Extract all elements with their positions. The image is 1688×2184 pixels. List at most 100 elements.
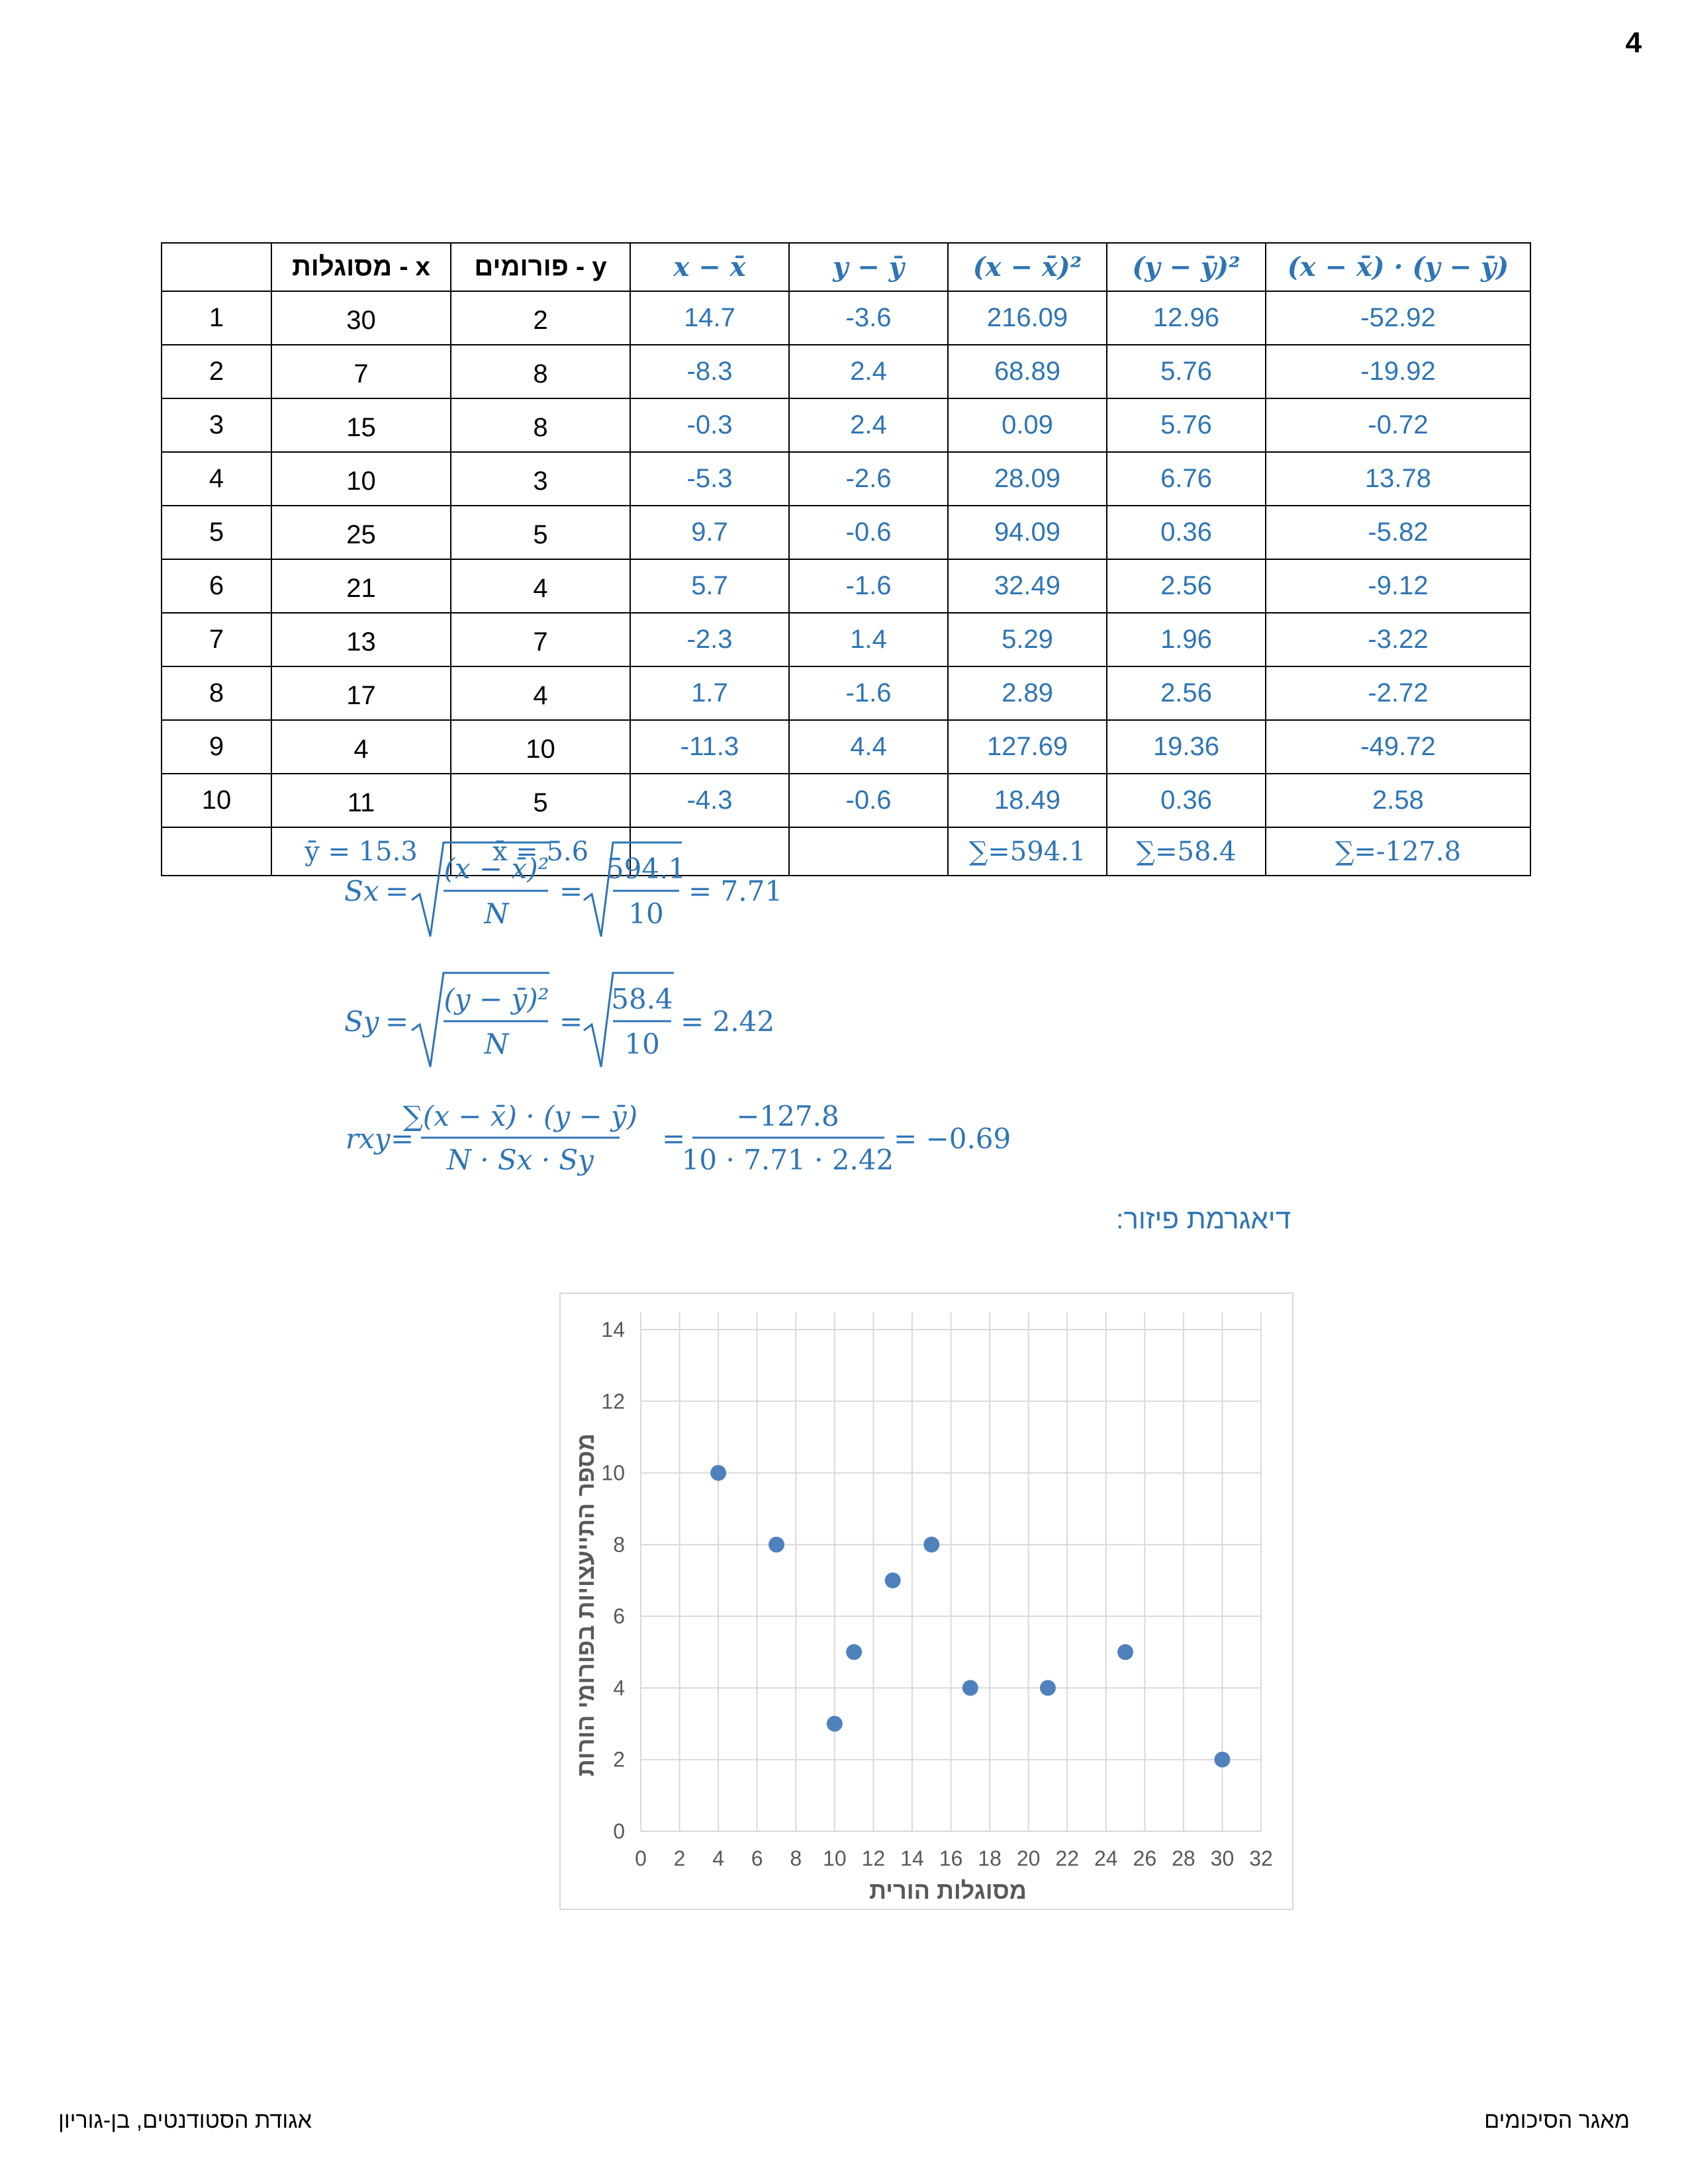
formula-rxy-result: = −0.69 — [894, 1122, 1011, 1155]
cell-y: 3 — [450, 451, 631, 506]
cell-dxdy: -52.92 — [1265, 291, 1531, 345]
x-axis-label: מסוגלות הורית — [869, 1877, 1027, 1904]
table-row: 9 4 10 -11.3 4.4 127.69 19.36 -49.72 — [161, 719, 1531, 774]
page-number: 4 — [1625, 26, 1642, 59]
cell-x: 10 — [271, 451, 451, 506]
table-row: 4 10 3 -5.3 -2.6 28.09 6.76 13.78 — [161, 451, 1531, 506]
cell-x: 7 — [271, 344, 451, 399]
cell-n: 4 — [161, 451, 272, 506]
cell-dx2: 127.69 — [947, 719, 1107, 774]
header-x: מסוגלות - x — [271, 242, 451, 292]
formula-rxy-num: ∑(x − x̄) · (y − ȳ) — [403, 1100, 637, 1132]
cell-dxdy: -19.92 — [1265, 344, 1531, 399]
x-tick-label: 14 — [900, 1846, 924, 1870]
scatter-point — [1214, 1751, 1231, 1768]
y-tick-label: 10 — [601, 1461, 625, 1485]
x-tick-label: 0 — [635, 1846, 647, 1870]
cell-y: 8 — [450, 398, 631, 453]
scatter-point — [826, 1715, 843, 1732]
cell-y: 4 — [450, 559, 631, 614]
cell-dy2: 5.76 — [1106, 398, 1266, 453]
table-summary-row: ȳ = 15.3 x̄ = 5.6 ∑=594.1 ∑=58.4 ∑=-127.… — [161, 827, 1531, 876]
svg-text:=: = — [559, 1005, 583, 1038]
y-tick-label: 12 — [601, 1389, 625, 1413]
cell-dx2: 0.09 — [947, 398, 1107, 453]
cell-dy2: 12.96 — [1106, 291, 1266, 345]
cell-dx: -5.3 — [630, 451, 790, 506]
x-tick-label: 12 — [862, 1846, 886, 1870]
formula-rxy-den: N · Sx · Sy — [446, 1144, 594, 1176]
cell-x: 13 — [271, 612, 451, 667]
formula-sx-lhs: Sx — [344, 875, 379, 907]
scatter-chart-svg: 0 2 4 6 8 10 12 14 16 18 20 22 24 26 28 30 3202468101214… — [572, 1312, 1273, 1904]
header-dxdy: (x − x̄) · (y − ȳ) — [1265, 242, 1531, 292]
svg-text:=: = — [662, 1122, 685, 1155]
cell-dy: 4.4 — [788, 719, 949, 774]
cell-n: 7 — [161, 612, 272, 667]
y-tick-label: 0 — [613, 1819, 625, 1843]
formula-sy-den: N — [484, 1028, 510, 1060]
formula-sx-result: = 7.71 — [688, 875, 782, 907]
scatter-point — [1039, 1680, 1056, 1696]
cell-x: 21 — [271, 559, 451, 614]
cell-dxdy: -9.12 — [1265, 559, 1531, 614]
header-empty — [161, 242, 272, 292]
cell-y: 4 — [450, 666, 631, 721]
x-tick-label: 18 — [978, 1846, 1002, 1870]
cell-dxdy: -5.82 — [1265, 505, 1531, 560]
header-y: פורומים - y — [450, 242, 631, 292]
formula-sx: Sx = (x − x̄)² N = 594.1 10 = 7.71 — [344, 841, 782, 937]
formula-sy-num-val: 58.4 — [611, 983, 673, 1015]
summary-sum-dxdy: ∑=-127.8 — [1265, 827, 1531, 876]
header-dy2: (y − ȳ)² — [1106, 242, 1266, 292]
summary-sum-dx2: ∑=594.1 — [947, 827, 1107, 876]
x-tick-label: 28 — [1172, 1846, 1196, 1870]
cell-dx: 1.7 — [630, 666, 790, 721]
x-tick-label: 32 — [1249, 1846, 1273, 1870]
x-tick-label: 2 — [674, 1846, 686, 1870]
cell-y: 5 — [450, 505, 631, 560]
cell-dxdy: -0.72 — [1265, 398, 1531, 453]
scatter-point — [884, 1572, 901, 1588]
cell-dx2: 94.09 — [947, 505, 1107, 560]
header-dy: y − ȳ — [788, 242, 949, 292]
scatter-title: דיאגרמת פיזור: — [1115, 1203, 1291, 1234]
x-tick-label: 6 — [751, 1846, 763, 1870]
cell-dy: 2.4 — [788, 398, 949, 453]
formula-sy-result: = 2.42 — [680, 1005, 774, 1038]
cell-n: 10 — [161, 773, 272, 828]
summary-blank-dx — [630, 827, 790, 876]
cell-dx2: 32.49 — [947, 559, 1107, 614]
table-row: 1 30 2 14.7 -3.6 216.09 12.96 -52.92 — [161, 291, 1531, 345]
cell-x: 4 — [271, 719, 451, 774]
cell-n: 9 — [161, 719, 272, 774]
y-tick-label: 14 — [601, 1318, 625, 1342]
cell-dy2: 0.36 — [1106, 505, 1266, 560]
header-dx2: (x − x̄)² — [947, 242, 1107, 292]
table-header-row: מסוגלות - x פורומים - y x − x̄ y − ȳ (x … — [161, 242, 1531, 292]
footer-right: מאגר הסיכומים — [1484, 2108, 1630, 2133]
svg-text:=: = — [559, 875, 583, 907]
x-tick-label: 4 — [712, 1846, 724, 1870]
x-tick-label: 24 — [1094, 1846, 1118, 1870]
y-tick-label: 4 — [613, 1676, 625, 1700]
cell-n: 2 — [161, 344, 272, 399]
cell-y: 8 — [450, 344, 631, 399]
cell-dx: -8.3 — [630, 344, 790, 399]
table-row: 6 21 4 5.7 -1.6 32.49 2.56 -9.12 — [161, 559, 1531, 614]
summary-blank-dy — [788, 827, 949, 876]
y-axis-label: מספר התייעצויות בפורומי הורות — [572, 1433, 599, 1776]
cell-dx: 14.7 — [630, 291, 790, 345]
formula-rxy-lhs: rxy — [346, 1122, 391, 1155]
scatter-point — [768, 1536, 784, 1553]
formula-sy-den-val: 10 — [624, 1028, 659, 1060]
header-dx: x − x̄ — [630, 242, 790, 292]
x-tick-label: 8 — [790, 1846, 802, 1870]
cell-dxdy: 2.58 — [1265, 773, 1531, 828]
table-row: 3 15 8 -0.3 2.4 0.09 5.76 -0.72 — [161, 398, 1531, 453]
cell-dy2: 5.76 — [1106, 344, 1266, 399]
cell-dx: -11.3 — [630, 719, 790, 774]
cell-y: 10 — [450, 719, 631, 774]
formula-rxy: rxy = ∑(x − x̄) · (y − ȳ) N · Sx · Sy = … — [346, 1100, 1011, 1176]
cell-dx2: 216.09 — [947, 291, 1107, 345]
